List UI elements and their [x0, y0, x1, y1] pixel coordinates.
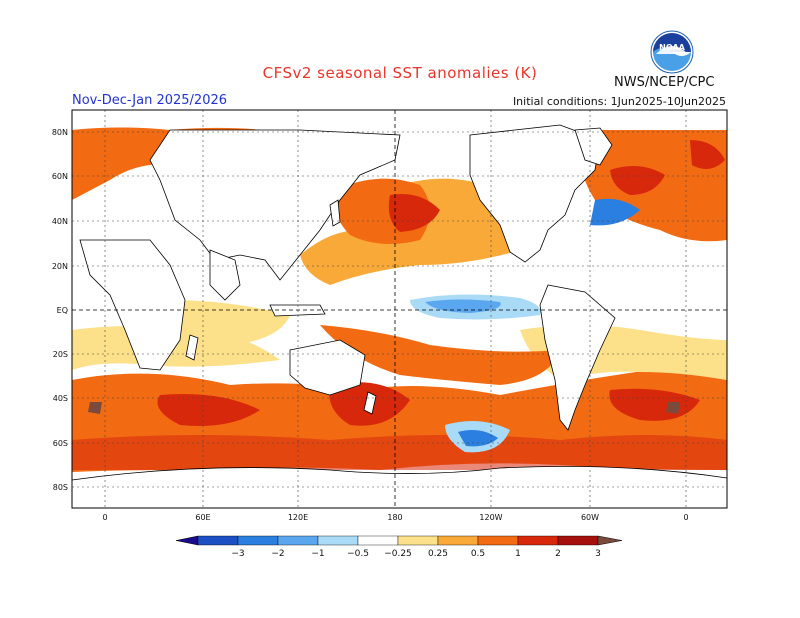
- colorbar-tick-label: 1: [515, 549, 521, 559]
- lat-label: 20N: [52, 262, 68, 271]
- lat-label: 60N: [52, 172, 68, 181]
- colorbar-swatch: [237, 535, 279, 546]
- colorbar-tick-label: −0.25: [384, 549, 412, 559]
- colorbar-swatch: [437, 535, 479, 546]
- organization-label: NWS/NCEP/CPC: [614, 75, 715, 90]
- lat-label: 40S: [53, 394, 68, 403]
- colorbar-swatch: [557, 535, 599, 546]
- colorbar-tick-label: 3: [595, 549, 601, 559]
- colorbar-swatch: [317, 535, 359, 546]
- forecast-period: Nov-Dec-Jan 2025/2026: [72, 93, 228, 108]
- lat-label: 80S: [53, 483, 68, 492]
- lat-label: EQ: [57, 306, 68, 315]
- colorbar-tick-label: −1: [311, 549, 324, 559]
- lon-label: 0: [102, 513, 107, 522]
- lon-label: 60W: [581, 513, 599, 522]
- lon-label: 120E: [288, 513, 308, 522]
- colorbar-swatch: [357, 535, 399, 546]
- lon-label: 60E: [195, 513, 210, 522]
- colorbar-tick-label: 2: [555, 549, 561, 559]
- colorbar-tick-label: −3: [231, 549, 244, 559]
- lat-label: 20S: [53, 350, 68, 359]
- colorbar-swatch: [517, 535, 559, 546]
- colorbar-swatch: [197, 535, 239, 546]
- colorbar-tick-label: 0.25: [428, 549, 448, 559]
- initial-conditions: Initial conditions: 1Jun2025-10Jun2025: [512, 95, 726, 108]
- colorbar-swatch: [477, 535, 519, 546]
- lat-label: 80N: [52, 128, 68, 137]
- lon-label: 180: [387, 513, 402, 522]
- colorbar-tick-label: −2: [271, 549, 284, 559]
- graticule: [72, 110, 727, 508]
- colorbar: −3 −2 −1 −0.5 −0.25 0.25 0.5 1 2 3: [175, 535, 623, 559]
- lat-label: 60S: [53, 439, 68, 448]
- map-title: CFSv2 seasonal SST anomalies (K): [262, 64, 538, 82]
- colorbar-max-arrow: [597, 535, 623, 546]
- lon-label: 120W: [479, 513, 502, 522]
- noaa-logo-text: NOAA: [659, 43, 685, 52]
- colorbar-tick-label: 0.5: [471, 549, 485, 559]
- noaa-logo: NOAA: [650, 30, 694, 74]
- lon-label: 0: [683, 513, 688, 522]
- colorbar-tick-label: −0.5: [347, 549, 369, 559]
- longitude-labels: 0 60E 120E 180 120W 60W 0: [102, 513, 688, 522]
- colorbar-min-arrow: [175, 535, 199, 546]
- reference-lines: [72, 110, 727, 508]
- colorbar-swatch: [277, 535, 319, 546]
- lat-label: 40N: [52, 217, 68, 226]
- map-panel: [71, 109, 728, 509]
- latitude-labels: 80N 60N 40N 20N EQ 20S 40S 60S 80S: [52, 128, 68, 492]
- colorbar-swatch: [397, 535, 439, 546]
